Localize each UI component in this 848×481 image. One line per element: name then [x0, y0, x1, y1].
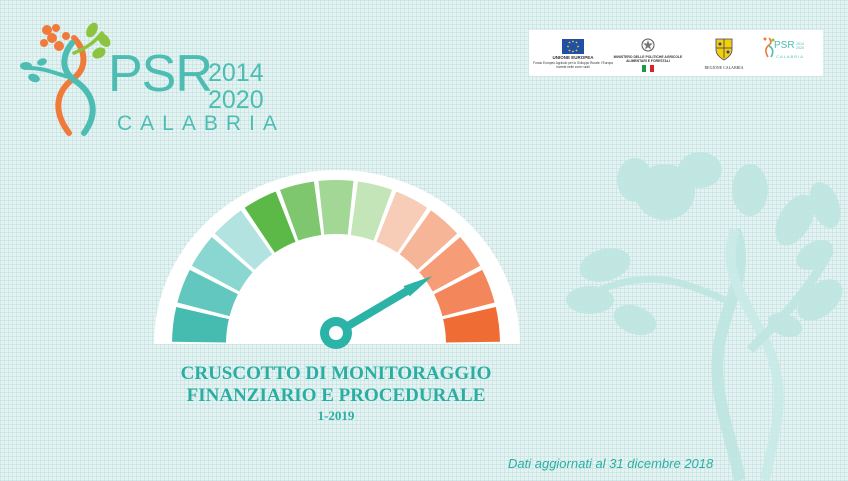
gauge-segment-5 [244, 191, 296, 253]
mini-psr-region: CALABRIA [776, 54, 804, 59]
gauge-segment-12 [434, 269, 495, 317]
title-line-2: FINANZIARIO E PROCEDURALE [186, 385, 486, 406]
eu-title: UNIONE EUROPEA [552, 55, 594, 60]
logo-years: 2014 2020 [208, 60, 264, 114]
gauge-segments [172, 180, 500, 343]
mini-psr-years: 2014 2020 [796, 42, 804, 50]
title-line-1: CRUSCOTTO DI MONITORAGGIO [180, 363, 492, 384]
gauge-segment-11 [419, 236, 481, 292]
gauge-segment-10 [399, 210, 458, 270]
ministry-name: MINISTERO DELLE POLITICHE AGRICOLE ALIME… [613, 55, 683, 64]
gauge-segment-9 [376, 191, 428, 253]
italian-republic-emblem-icon [641, 38, 655, 52]
gauge-segment-13 [443, 306, 500, 343]
logo-region-text: CALABRIA [117, 112, 285, 135]
psr-logo-emblem [20, 22, 111, 136]
gauge-segment-2 [177, 269, 238, 317]
background-plant-decoration [566, 152, 843, 481]
gauge-segment-1 [172, 306, 229, 343]
logo-year-end: 2020 [208, 86, 264, 114]
monitoring-gauge [154, 170, 520, 349]
logo-year-start: 2014 [208, 59, 264, 87]
eu-flag-icon [562, 39, 584, 54]
gauge-segment-7 [318, 180, 354, 235]
italian-flag-icon [642, 65, 654, 72]
partner-logos-strip: UNIONE EUROPEA Fondo Europeo Agricolo pe… [529, 30, 823, 76]
logo-psr-text: PSR [108, 45, 213, 103]
gauge-segment-3 [191, 236, 253, 292]
regione-name: REGIONE CALABRIA [704, 65, 744, 70]
dashboard-title: CRUSCOTTO DI MONITORAGGIO FINANZIARIO E … [0, 363, 672, 407]
gauge-needle-tip [403, 275, 433, 297]
period-label: 1-2019 [317, 408, 355, 423]
gauge-hub-center [329, 326, 343, 340]
gauge-segment-6 [279, 181, 322, 241]
regione-calabria-emblem-icon [715, 38, 733, 61]
gauge-backplate [154, 170, 520, 344]
mini-psr-emblem-icon [763, 37, 775, 58]
mini-psr-text: PSR [774, 40, 795, 51]
gauge-segment-4 [214, 210, 273, 270]
data-updated-note: Dati aggiornati al 31 dicembre 2018 [508, 456, 714, 471]
eu-caption: Fondo Europeo Agricolo per lo Sviluppo R… [533, 61, 613, 69]
gauge-segment-8 [350, 181, 393, 241]
